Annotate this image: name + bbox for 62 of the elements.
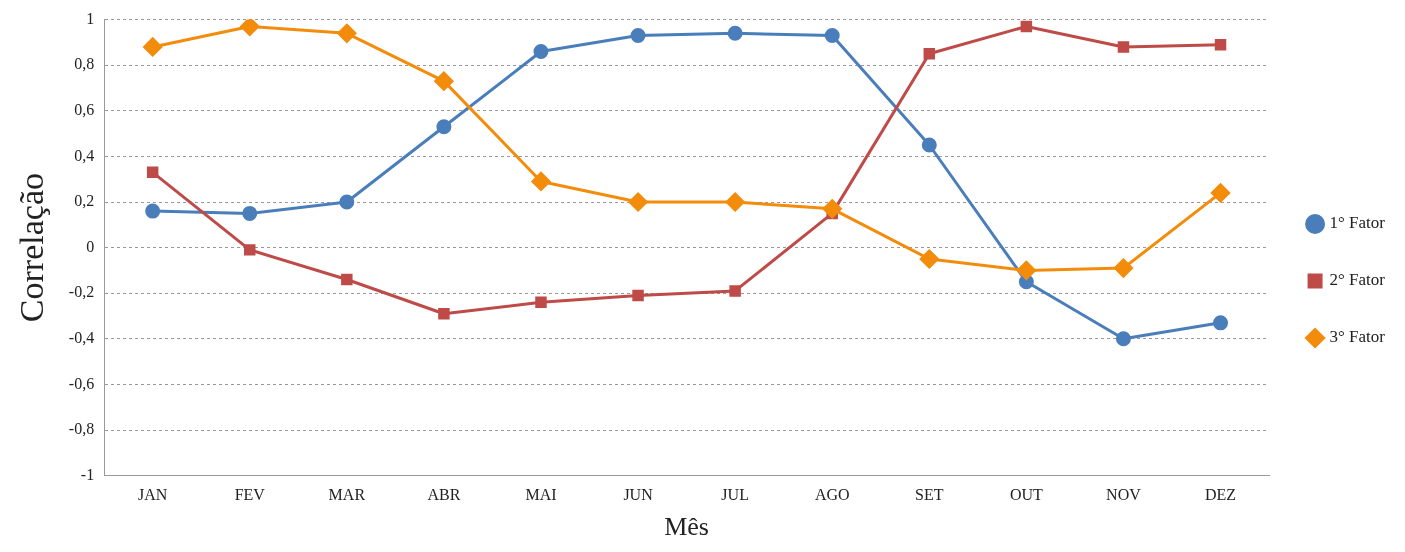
point bbox=[729, 285, 741, 297]
y-tick-label: -0,6 bbox=[68, 374, 95, 392]
point bbox=[630, 28, 646, 44]
point bbox=[824, 28, 840, 44]
y-tick-label: 0,6 bbox=[74, 101, 95, 118]
y-tick-label: 0,8 bbox=[74, 55, 95, 73]
legend-label: 3° Fator bbox=[1329, 327, 1386, 347]
x-tick-label: MAI bbox=[525, 486, 557, 504]
y-tick-label: 0,2 bbox=[74, 192, 95, 210]
point bbox=[1117, 41, 1130, 53]
x-tick-label: OUT bbox=[1009, 486, 1044, 504]
point bbox=[145, 203, 161, 219]
y-tick-label: -0,4 bbox=[68, 329, 95, 346]
point bbox=[1020, 20, 1033, 33]
point bbox=[921, 137, 937, 153]
x-tick-label: DEZ bbox=[1204, 486, 1237, 504]
x-axis-title: Mês bbox=[664, 512, 709, 542]
point bbox=[337, 23, 357, 43]
point bbox=[341, 273, 353, 286]
point bbox=[1113, 258, 1133, 278]
point bbox=[533, 44, 549, 60]
point bbox=[727, 25, 743, 41]
point bbox=[1115, 331, 1131, 347]
point bbox=[1016, 260, 1036, 280]
point bbox=[535, 296, 547, 309]
point bbox=[244, 244, 256, 256]
point bbox=[143, 37, 163, 57]
x-tick-label: ABR bbox=[427, 486, 461, 504]
y-tick-label: -1 bbox=[80, 465, 95, 483]
x-tick-label: NOV bbox=[1106, 486, 1142, 504]
point bbox=[240, 19, 260, 36]
y-tick-label: 1 bbox=[86, 9, 95, 27]
point bbox=[1211, 183, 1231, 203]
y-tick-label: -0,2 bbox=[68, 283, 95, 301]
legend-label: 1° Fator bbox=[1329, 213, 1386, 233]
point bbox=[822, 199, 842, 219]
point bbox=[436, 119, 452, 135]
x-tick-label: FEV bbox=[234, 486, 266, 504]
point bbox=[339, 194, 355, 210]
x-tick-label: AGO bbox=[814, 486, 850, 504]
point bbox=[434, 71, 454, 91]
point bbox=[438, 307, 450, 320]
x-tick-label: JAN bbox=[138, 486, 168, 504]
y-tick-label: 0 bbox=[86, 237, 95, 255]
x-tick-label: JUN bbox=[623, 486, 654, 504]
y-axis-title: Correlação bbox=[13, 173, 51, 323]
point bbox=[146, 166, 159, 179]
point bbox=[1213, 315, 1229, 331]
point bbox=[725, 192, 745, 212]
point bbox=[923, 48, 936, 60]
legend-label: 2° Fator bbox=[1329, 270, 1386, 290]
y-tick-label: -0,8 bbox=[68, 420, 95, 438]
x-tick-label: MAR bbox=[328, 486, 366, 504]
x-tick-label: JUL bbox=[721, 486, 749, 504]
x-tick-label: SET bbox=[915, 486, 944, 504]
point bbox=[531, 171, 551, 191]
point bbox=[919, 249, 939, 269]
point bbox=[628, 192, 648, 212]
point bbox=[242, 205, 258, 221]
point bbox=[1214, 38, 1227, 51]
point bbox=[632, 289, 644, 302]
y-tick-label: 0,4 bbox=[74, 146, 95, 164]
